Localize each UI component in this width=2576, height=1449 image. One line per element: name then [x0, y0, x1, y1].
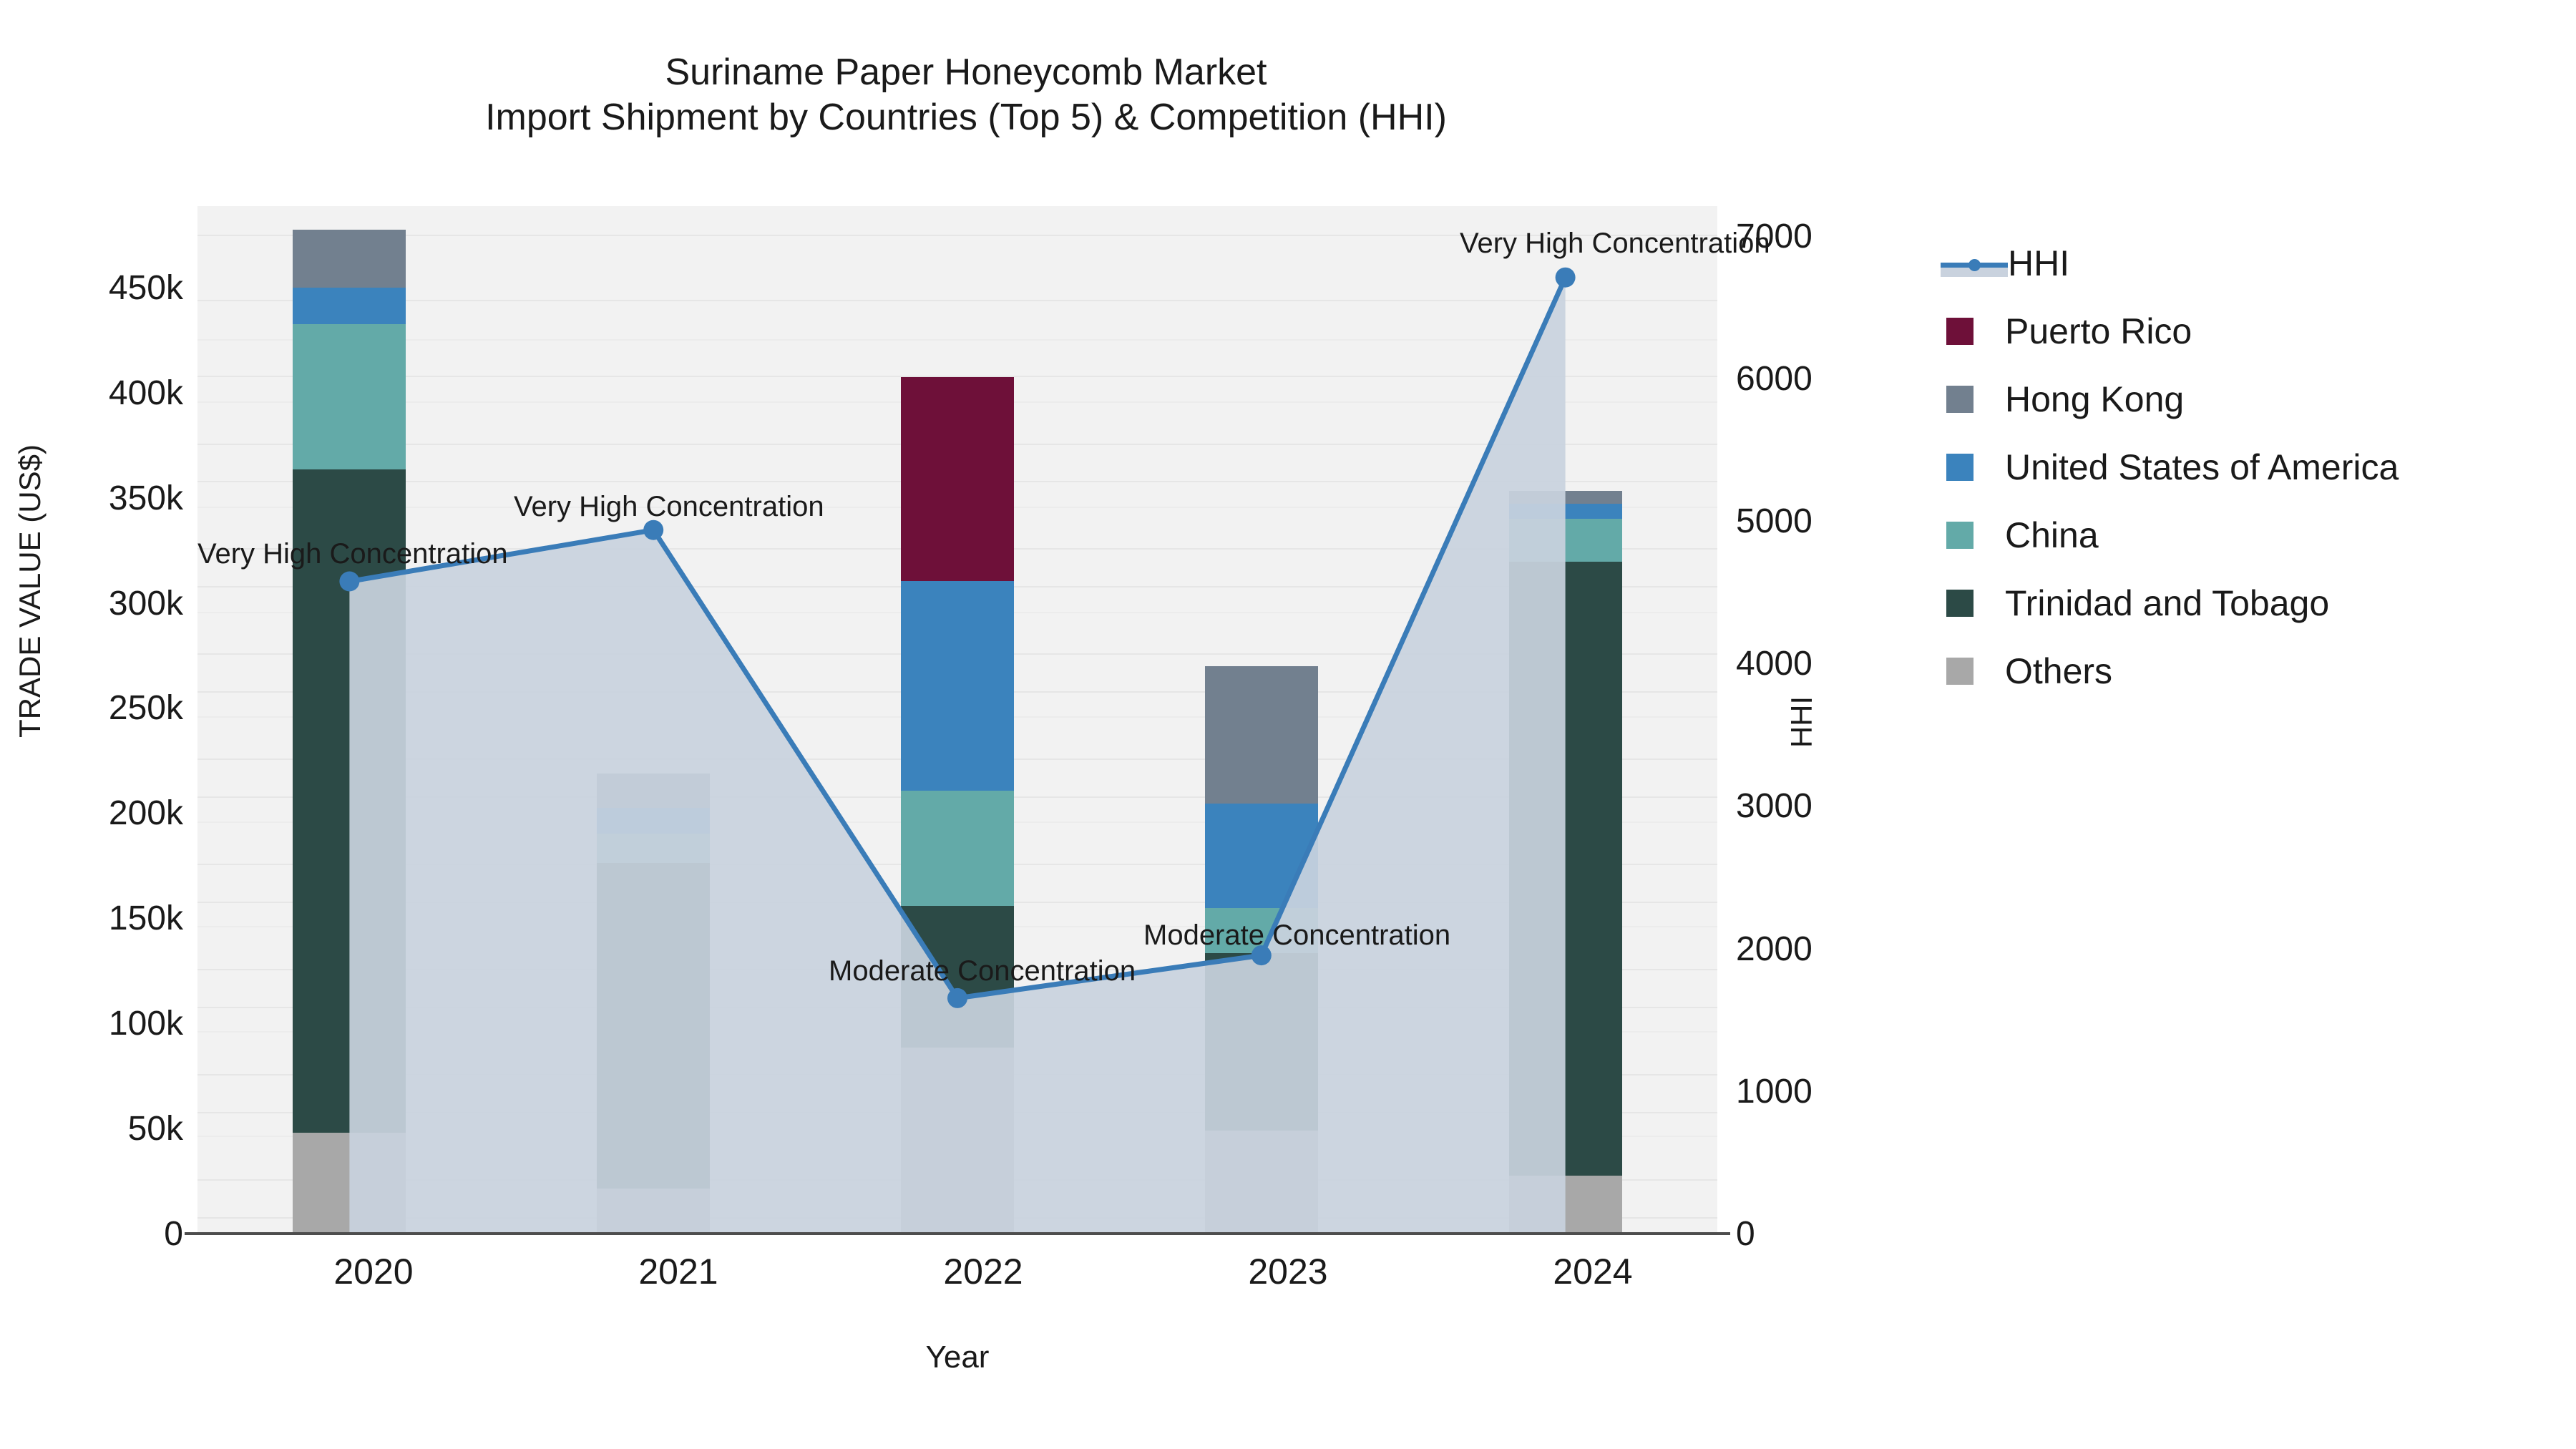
legend-color-swatch — [1946, 317, 1974, 345]
x-tick-2020: 2020 — [333, 1252, 414, 1292]
legend-item-others[interactable]: Others — [1941, 637, 2570, 705]
legend-color-swatch — [1946, 385, 1974, 413]
bar-segment-china[interactable] — [293, 323, 406, 469]
y2-tick-4000: 4000 — [1736, 645, 1813, 683]
legend-color-swatch — [1946, 453, 1974, 481]
legend-line-icon — [1941, 250, 2008, 277]
legend-area-swatch — [1941, 265, 2008, 277]
legend-label: China — [2005, 514, 2099, 555]
hhi-marker-2023[interactable] — [1251, 945, 1272, 966]
hhi-markers — [339, 267, 1576, 1008]
hhi-overlay — [339, 267, 1576, 1234]
legend-color-swatch — [1946, 521, 1974, 549]
y-tick-200k: 200k — [108, 794, 183, 832]
legend-color-swatch — [1946, 589, 1974, 617]
y2-tick-6000: 6000 — [1736, 360, 1813, 398]
y2-tick-3000: 3000 — [1736, 787, 1813, 825]
y2-tick-7000: 7000 — [1736, 218, 1813, 255]
legend-label: HHI — [2008, 243, 2070, 283]
chart-title: Suriname Paper Honeycomb Market Import S… — [0, 50, 1932, 141]
annotation-2021: Very High Concentration — [514, 491, 824, 522]
legend-item-hong-kong[interactable]: Hong Kong — [1941, 365, 2570, 433]
legend-item-puerto-rico[interactable]: Puerto Rico — [1941, 297, 2570, 365]
bar-segment-hong-kong[interactable] — [293, 229, 406, 288]
chart-title-line-2: Import Shipment by Countries (Top 5) & C… — [485, 97, 1447, 139]
hhi-area-fill — [349, 277, 1566, 1234]
legend-item-united-states-of-america[interactable]: United States of America — [1941, 433, 2570, 501]
chart-legend: HHI Puerto Rico Hong Kong United States of … — [1941, 229, 2570, 705]
y-tick-450k: 450k — [108, 269, 183, 307]
x-axis-label: Year — [925, 1340, 990, 1375]
hhi-marker-2024[interactable] — [1555, 267, 1576, 288]
gridline — [197, 235, 1717, 236]
annotation-2023: Moderate Concentration — [1143, 919, 1451, 951]
annotation-2022: Moderate Concentration — [829, 955, 1136, 987]
chart-title-line-1: Suriname Paper Honeycomb Market — [665, 52, 1267, 93]
y-tick-300k: 300k — [108, 585, 183, 623]
y-tick-400k: 400k — [108, 374, 183, 412]
gridline — [197, 300, 1717, 301]
annotation-2020: Very High Concentration — [197, 538, 508, 570]
hhi-marker-2021[interactable] — [643, 519, 664, 540]
bar-segment-hong-kong[interactable] — [1204, 666, 1318, 804]
x-tick-2022: 2022 — [943, 1252, 1023, 1292]
legend-label: Trinidad and Tobago — [2005, 582, 2330, 623]
legend-marker-dot — [1968, 258, 1981, 271]
legend-label: Puerto Rico — [2005, 311, 2192, 351]
y-tick-150k: 150k — [108, 899, 183, 937]
bar-segment-united-states-of-america[interactable] — [901, 580, 1014, 791]
y-tick-350k: 350k — [108, 479, 183, 517]
bar-segment-china[interactable] — [901, 790, 1014, 907]
gridline — [197, 376, 1717, 377]
x-tick-2024: 2024 — [1553, 1252, 1633, 1292]
annotation-2024: Very High Concentration — [1460, 228, 1770, 259]
y2-tick-1000: 1000 — [1736, 1073, 1813, 1111]
legend-label: Hong Kong — [2005, 379, 2185, 419]
legend-item-hhi[interactable]: HHI — [1941, 229, 2570, 297]
bar-segment-united-states-of-america[interactable] — [293, 287, 406, 324]
legend-label: Others — [2005, 650, 2113, 691]
hhi-marker-2022[interactable] — [947, 987, 967, 1008]
y-tick-100k: 100k — [108, 1005, 183, 1043]
x-tick-2023: 2023 — [1248, 1252, 1328, 1292]
y2-axis-label: HHI — [1785, 696, 1818, 748]
y2-tick-5000: 5000 — [1736, 502, 1813, 540]
y2-tick-0: 0 — [1736, 1215, 1755, 1253]
x-tick-2021: 2021 — [638, 1252, 718, 1292]
y-axis-label: TRADE VALUE (US$) — [13, 444, 47, 738]
legend-label: United States of America — [2005, 447, 2399, 487]
legend-color-swatch — [1946, 657, 1974, 685]
bar-segment-puerto-rico[interactable] — [901, 377, 1014, 581]
y-tick-250k: 250k — [108, 689, 183, 727]
x-axis-line — [185, 1232, 1730, 1235]
y-tick-50k: 50k — [127, 1110, 183, 1148]
gridline — [197, 339, 1717, 341]
legend-item-trinidad-and-tobago[interactable]: Trinidad and Tobago — [1941, 569, 2570, 637]
y2-tick-2000: 2000 — [1736, 930, 1813, 968]
hhi-marker-2020[interactable] — [339, 571, 360, 592]
legend-item-china[interactable]: China — [1941, 501, 2570, 569]
y-tick-0: 0 — [164, 1215, 183, 1253]
